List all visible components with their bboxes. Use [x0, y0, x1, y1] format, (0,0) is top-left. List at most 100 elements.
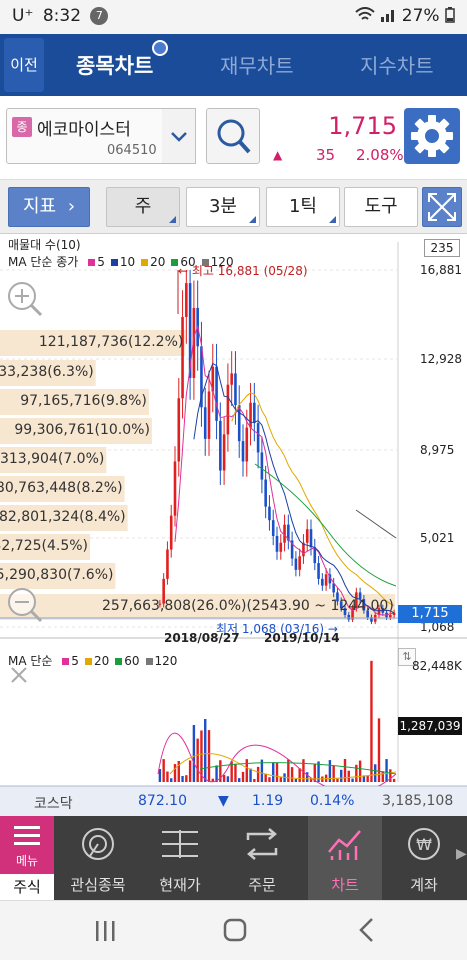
high-annotation: ← 최고 16,881 (05/28) [178, 264, 308, 278]
candle-body [188, 283, 192, 378]
ma-period-20: 20 [150, 255, 166, 269]
period-selector[interactable]: 주 [106, 187, 180, 227]
date-label-2: 2019/10/14 [264, 631, 340, 645]
volume-bar [362, 775, 366, 782]
back-button[interactable]: 이전 [4, 38, 44, 92]
tick-label: 1틱 [288, 196, 317, 217]
ma-legend: MA 단순 종가 5 10 20 60 120 [8, 253, 234, 270]
won-coin-icon: ₩ [406, 826, 442, 866]
volume-bar [192, 725, 196, 782]
candle-body [185, 283, 188, 317]
menu-chart[interactable]: 차트 [308, 816, 382, 900]
menu-order[interactable]: 주문 [230, 816, 294, 900]
down-arrow-icon: ▼ [218, 793, 229, 809]
close-volume-panel-button[interactable] [6, 658, 34, 686]
candle-body [366, 610, 369, 618]
fullscreen-button[interactable] [422, 187, 462, 227]
volume-bar [234, 763, 237, 782]
candle-body [177, 398, 181, 462]
candle-body [207, 391, 211, 439]
candle-body [392, 612, 396, 615]
volume-bar [173, 764, 177, 782]
candle-body [339, 601, 343, 609]
up-arrow-icon: ▲ [273, 148, 283, 162]
price-tick-label: 12,928 [420, 352, 462, 366]
market-index-bar[interactable]: 코스닥 872.10 ▼ 1.19 0.14% 3,185,108 [0, 786, 467, 816]
candle-body [321, 578, 324, 586]
candle-body [362, 599, 366, 611]
menu-account-label: 계좌 [410, 876, 438, 894]
tick-selector[interactable]: 1틱 [266, 187, 340, 227]
candle-body [166, 549, 169, 579]
volume-profile-bar [0, 505, 128, 531]
menu-account[interactable]: ₩ 계좌 [392, 816, 456, 900]
gear-icon [404, 115, 460, 168]
volume-bar [298, 768, 301, 782]
carrier-label: U⁺ [12, 6, 34, 26]
volume-bar [177, 761, 180, 782]
volume-bar [343, 759, 347, 782]
tab-financial-chart[interactable]: 재무차트 [220, 54, 294, 78]
watchlist-icon [80, 826, 116, 866]
volume-profile-bar [0, 447, 107, 473]
recent-apps-button[interactable] [90, 917, 120, 945]
tab-info-icon [152, 40, 168, 56]
volume-profile-label: 44,532,725(4.5%) [0, 538, 88, 554]
volume-bar [196, 738, 199, 782]
volume-bar [328, 760, 332, 782]
stock-type-badge: 종 [12, 117, 32, 137]
volume-bar [207, 730, 211, 782]
clock: 8:32 [42, 6, 82, 26]
candle-body [173, 461, 177, 516]
ma-swatch-20 [141, 259, 149, 266]
search-button[interactable] [206, 108, 260, 164]
volume-bar [332, 765, 335, 782]
tab-stock-chart[interactable]: 종목차트 [76, 54, 154, 78]
status-left: U⁺ 8:32 7 [12, 6, 109, 26]
svg-text:₩: ₩ [416, 835, 432, 854]
menu-watchlist[interactable]: 관심종목 [66, 816, 130, 900]
current-price: 1,715 [328, 112, 397, 140]
chart-nav-header: 이전 종목차트 재무차트 지수차트 [0, 34, 467, 96]
chart-canvas [0, 242, 467, 794]
candle-body [222, 434, 226, 471]
chevron-down-icon [170, 126, 187, 147]
interval-selector[interactable]: 3분 [186, 187, 260, 227]
settings-button[interactable] [404, 108, 460, 164]
volume-bar [385, 759, 388, 782]
order-swap-icon [244, 828, 280, 864]
menu-scroll-right-icon[interactable]: ▶ [456, 846, 467, 862]
volume-bar [256, 766, 260, 782]
volume-bar [392, 778, 396, 782]
zoom-in-button[interactable] [4, 278, 44, 318]
volume-bar [287, 759, 290, 782]
candle-body [241, 441, 245, 462]
volume-profile-bar [0, 476, 125, 502]
tab-index-chart[interactable]: 지수차트 [360, 54, 434, 78]
tools-button[interactable]: 도구 [344, 187, 418, 227]
volume-profile-label: 매물대 수(10) [8, 238, 81, 252]
candle-body [237, 405, 241, 442]
indicator-button[interactable]: 지표 › [8, 187, 90, 227]
back-nav-button[interactable] [352, 915, 382, 945]
swap-panel-button[interactable]: ⇅ [398, 648, 416, 666]
candle-body [287, 524, 290, 541]
candle-body [355, 592, 358, 609]
volume-profile-bar [0, 389, 149, 415]
menu-button[interactable]: 메뉴 주식 [0, 816, 54, 900]
candle-body [389, 614, 392, 618]
zoom-out-icon [4, 588, 44, 628]
volume-profile-label: 62,733,238(6.3%) [0, 364, 94, 380]
volume-ma-legend: MA 단순 5 20 60 120 [8, 652, 177, 669]
volume-bar [358, 760, 362, 782]
stock-dropdown-button[interactable] [162, 108, 196, 164]
battery-level: 27% [401, 6, 440, 26]
menu-current-price[interactable]: 현재가 [148, 816, 212, 900]
zoom-out-button[interactable] [4, 584, 44, 624]
volume-bar [264, 773, 267, 782]
home-button[interactable] [220, 915, 250, 945]
candle-body [158, 603, 162, 605]
candle-body [260, 452, 264, 480]
chevron-right-icon: › [67, 196, 76, 217]
stock-chart[interactable]: 매물대 수(10) 235 MA 단순 종가 5 10 20 60 120 121,18… [0, 234, 467, 794]
